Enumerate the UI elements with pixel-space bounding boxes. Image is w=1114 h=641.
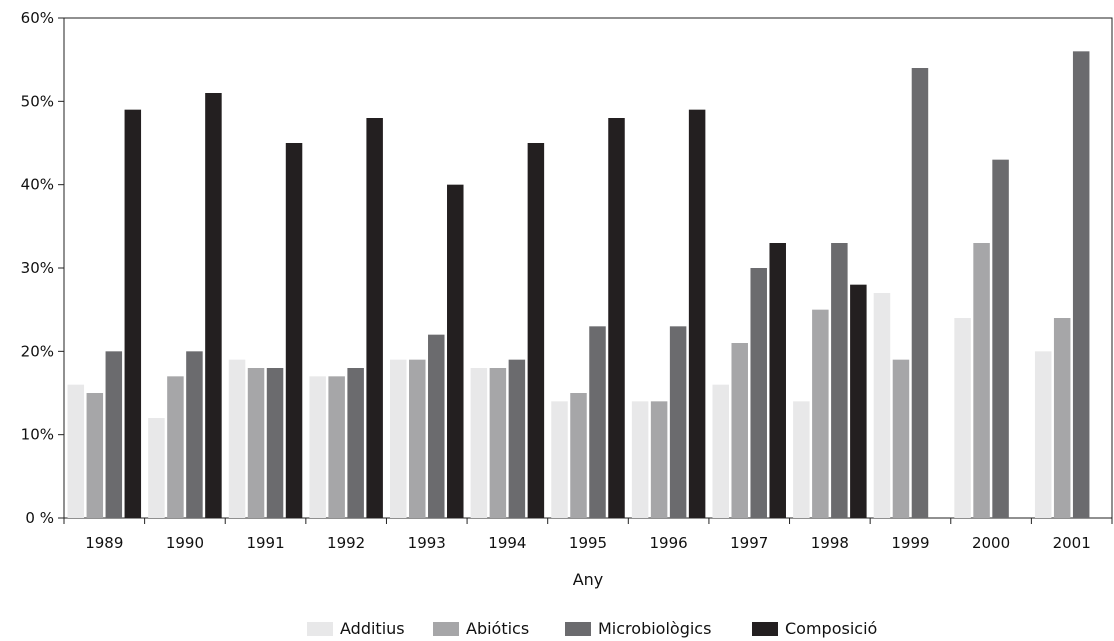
- y-tick-label: 0 %: [25, 509, 54, 527]
- x-tick-label: 2000: [972, 534, 1010, 552]
- bar-microbiologics-1992: [347, 368, 364, 518]
- x-tick-label: 1994: [488, 534, 526, 552]
- bar-microbiologics-1999: [911, 68, 929, 518]
- bar-additius-1999: [873, 293, 891, 518]
- legend-swatch: [565, 622, 591, 636]
- bar-abiotics-1995: [570, 393, 587, 518]
- bar-microbiologics-1991: [266, 368, 284, 518]
- bar-abiotics-1996: [650, 401, 668, 518]
- bar-composicio-1997: [769, 243, 786, 518]
- bar-composicio-1990: [205, 93, 222, 518]
- bar-additius-1998: [793, 401, 810, 518]
- bar-abiotics-1990: [167, 376, 184, 518]
- bar-composicio-1996: [688, 109, 706, 519]
- bar-composicio-1992: [366, 118, 383, 518]
- bar-abiotics-1989: [86, 393, 104, 518]
- bar-additius-2001: [1034, 351, 1052, 518]
- bar-composicio-1991: [285, 143, 303, 518]
- x-tick-label: 1996: [650, 534, 688, 552]
- bar-composicio-1998: [850, 284, 867, 518]
- y-tick-label: 30%: [21, 259, 54, 277]
- bar-composicio-1993: [447, 184, 464, 518]
- x-tick-label: 1998: [811, 534, 849, 552]
- x-tick-label: 1992: [327, 534, 365, 552]
- bar-abiotics-1997: [731, 343, 748, 518]
- y-tick-label: 50%: [21, 92, 54, 110]
- legend-swatch: [752, 622, 778, 636]
- x-tick-label: 1990: [166, 534, 204, 552]
- bar-microbiologics-1995: [589, 326, 606, 518]
- x-axis-title: Any: [573, 570, 604, 589]
- x-axis: 1989 1990 1991 1992 1993 1994 1995 1996 1997 1998…: [63, 518, 1113, 552]
- y-tick-label: 10%: [21, 426, 54, 444]
- x-tick-label: 1993: [408, 534, 446, 552]
- x-tick-label: 1989: [85, 534, 123, 552]
- x-tick-label: 1999: [891, 534, 929, 552]
- bar-abiotics-2001: [1053, 318, 1071, 518]
- legend-label: Microbiològics: [598, 619, 711, 638]
- bar-microbiologics-1990: [186, 351, 203, 518]
- y-tick-label: 20%: [21, 342, 54, 360]
- bar-microbiologics-1989: [105, 351, 123, 518]
- x-tick-label: 1991: [246, 534, 284, 552]
- bar-microbiologics-1996: [669, 326, 687, 518]
- bar-abiotics-1992: [328, 376, 345, 518]
- bar-additius-2000: [954, 318, 971, 518]
- bar-composicio-1994: [527, 143, 545, 518]
- legend-swatch: [433, 622, 459, 636]
- bar-microbiologics-2000: [992, 159, 1009, 518]
- bar-abiotics-1998: [812, 309, 829, 518]
- x-tick-label: 1997: [730, 534, 768, 552]
- bar-additius-1991: [228, 359, 246, 518]
- bar-microbiologics-1998: [831, 243, 848, 518]
- x-tick-label: 2001: [1053, 534, 1091, 552]
- bar-abiotics-1994: [489, 368, 507, 518]
- bar-additius-1994: [470, 368, 488, 518]
- bar-abiotics-1993: [409, 359, 426, 518]
- bar-abiotics-1999: [892, 359, 910, 518]
- y-axis: 0 % 10% 20% 30% 40% 50% 60%: [21, 9, 64, 527]
- bar-microbiologics-1993: [428, 334, 445, 518]
- bar-microbiologics-2001: [1072, 51, 1090, 518]
- bar-additius-1996: [631, 401, 649, 518]
- bar-additius-1995: [551, 401, 568, 518]
- bars: [67, 51, 1090, 519]
- legend: Additius Abiótics Microbiològics Composició: [307, 619, 877, 638]
- legend-label: Composició: [785, 619, 877, 638]
- bar-abiotics-2000: [973, 243, 990, 518]
- bar-composicio-1995: [608, 118, 625, 518]
- bar-additius-1989: [67, 384, 85, 518]
- bar-composicio-1989: [124, 109, 142, 519]
- x-tick-label: 1995: [569, 534, 607, 552]
- bar-additius-1992: [309, 376, 326, 518]
- bar-additius-1993: [390, 359, 407, 518]
- y-tick-label: 60%: [21, 9, 54, 27]
- legend-label: Abiótics: [466, 619, 529, 638]
- legend-label: Additius: [340, 619, 405, 638]
- bar-abiotics-1991: [247, 368, 265, 518]
- legend-swatch: [307, 622, 333, 636]
- bar-additius-1997: [712, 384, 729, 518]
- bar-additius-1990: [148, 418, 165, 518]
- bar-microbiologics-1997: [750, 268, 767, 518]
- bar-microbiologics-1994: [508, 359, 526, 518]
- y-tick-label: 40%: [21, 176, 54, 194]
